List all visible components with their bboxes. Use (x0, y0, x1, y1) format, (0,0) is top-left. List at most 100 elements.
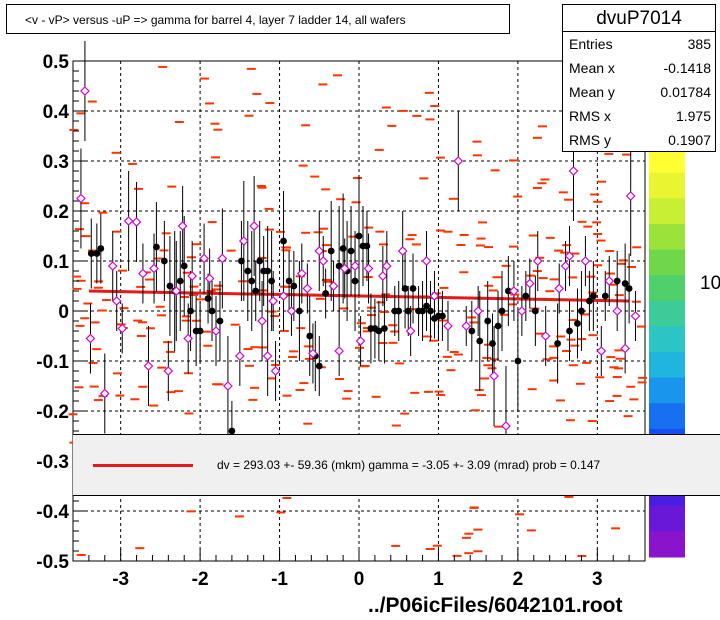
data-point (395, 307, 403, 315)
data-point (107, 261, 118, 271)
data-point (580, 256, 591, 266)
data-point (574, 320, 581, 327)
data-point (211, 326, 221, 336)
x-tick-label: -2 (192, 569, 209, 590)
fit-legend-box: dv = 293.03 +- 59.36 (mkm) gamma = -3.05… (73, 434, 720, 496)
data-point (509, 286, 519, 296)
data-point (489, 340, 496, 347)
stats-label: RMS x (569, 108, 611, 124)
color-scale-band (649, 531, 685, 558)
color-scale-label: 10 (700, 273, 720, 294)
data-point (419, 307, 426, 315)
data-point (138, 268, 148, 279)
color-scale-band (649, 172, 685, 199)
stats-value: 0.01784 (660, 84, 711, 100)
y-tick-label: 0 (58, 302, 69, 323)
data-point (375, 327, 383, 335)
data-point (554, 283, 565, 294)
data-point (531, 307, 539, 315)
data-point (252, 287, 260, 295)
data-point (123, 216, 134, 226)
data-point (347, 247, 355, 255)
color-scale-band (649, 275, 685, 302)
data-point (476, 337, 484, 345)
data-point (314, 246, 325, 256)
stats-row-mean-y: Mean y 0.01784 (569, 84, 711, 106)
x-tick-label: 3 (592, 569, 603, 590)
color-scale-band (649, 505, 685, 532)
data-point (498, 307, 506, 315)
data-point (280, 237, 287, 245)
x-tick-label: 0 (354, 569, 365, 590)
data-point (262, 351, 273, 361)
data-point (355, 232, 363, 240)
data-point (322, 290, 330, 297)
data-point (625, 191, 636, 201)
stats-box: dvuP7014 Entries 385 Mean x -0.1418 Mean… (562, 4, 716, 152)
data-point (256, 257, 264, 265)
color-scale-band (649, 223, 685, 250)
data-point (177, 221, 188, 231)
stats-row-mean-x: Mean x -0.1418 (569, 60, 711, 82)
data-point (468, 327, 476, 335)
data-point (439, 312, 446, 320)
stats-row-rms-y: RMS y 0.1907 (569, 132, 711, 154)
data-point (149, 263, 159, 274)
data-point (625, 285, 633, 292)
data-point (405, 326, 416, 336)
plot-title: <v - vP> versus -uP => gamma for barrel … (25, 13, 406, 27)
data-point (578, 307, 585, 315)
x-tick-label: -3 (112, 569, 129, 590)
data-point (111, 296, 122, 306)
data-point (423, 302, 430, 310)
data-point (522, 292, 530, 300)
data-point (208, 307, 216, 315)
stats-value: 385 (687, 36, 711, 52)
data-point (429, 291, 440, 301)
data-point (604, 276, 615, 286)
data-point (596, 346, 607, 356)
data-point (216, 317, 224, 325)
data-point (302, 283, 313, 294)
data-point (381, 325, 388, 332)
x-tick-label: -1 (271, 569, 288, 590)
data-point (554, 340, 562, 347)
stats-value: -0.1418 (663, 60, 711, 76)
color-scale-band (649, 377, 685, 404)
data-point (249, 221, 259, 231)
y-tick-label: 0.4 (43, 102, 70, 123)
color-scale-band (649, 352, 685, 379)
data-point (131, 217, 142, 227)
data-point (334, 346, 344, 356)
data-point (166, 282, 174, 290)
x-tick-label: 2 (513, 569, 524, 590)
data-point (238, 236, 249, 246)
data-point (296, 307, 303, 315)
data-point (264, 267, 272, 275)
data-point (308, 348, 318, 359)
data-point (187, 271, 198, 281)
data-point (427, 307, 434, 315)
data-point (589, 292, 597, 300)
data-point (381, 261, 392, 271)
data-point (514, 357, 522, 365)
data-point (248, 277, 256, 285)
data-point (315, 362, 323, 370)
color-scale-band (649, 300, 685, 327)
data-point (620, 343, 630, 354)
color-scale-band (649, 198, 685, 225)
data-point (290, 282, 298, 290)
footer-filename: ../P06icFiles/6042101.root (368, 594, 623, 617)
y-tick-label: -0.1 (36, 352, 69, 373)
data-point (171, 286, 182, 296)
data-point (501, 421, 511, 431)
data-point (268, 277, 276, 285)
data-point (630, 311, 641, 321)
data-point (339, 263, 350, 274)
data-point (540, 331, 551, 341)
title-box: <v - vP> versus -uP => gamma for barrel … (6, 4, 510, 34)
stats-row-rms-x: RMS x 1.975 (569, 108, 711, 130)
data-point (339, 245, 347, 252)
stats-label: RMS y (569, 132, 611, 148)
data-point (163, 366, 174, 376)
